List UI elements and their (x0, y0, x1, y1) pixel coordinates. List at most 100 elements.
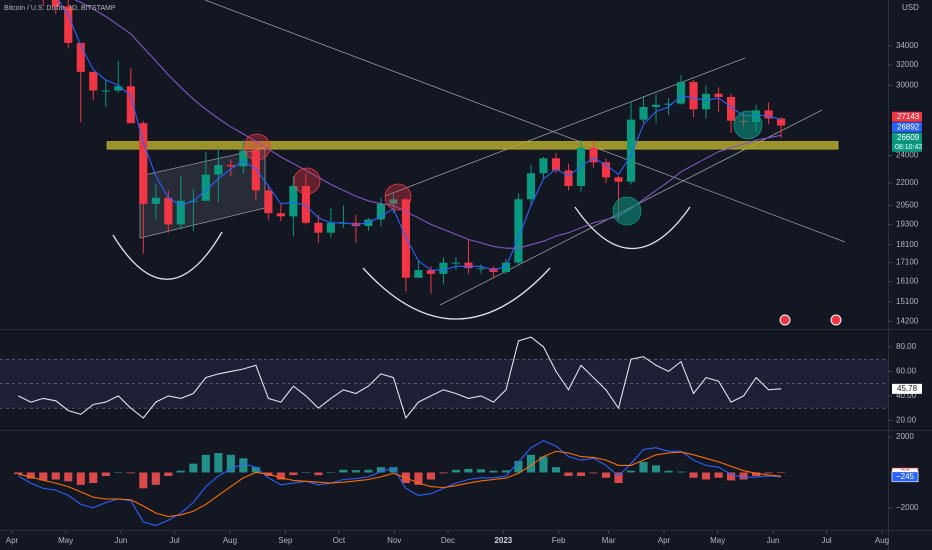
candle-body (726, 97, 736, 121)
candle-body (514, 199, 523, 263)
price-badge (892, 132, 922, 143)
macd-histogram-bar (526, 454, 536, 473)
x-tick-label: Sep (278, 536, 293, 545)
candle-body (151, 197, 160, 204)
x-tick-label: May (58, 536, 73, 545)
macd-histogram-bar (14, 472, 23, 475)
macd-histogram-bar (439, 472, 448, 474)
candle-body (476, 268, 486, 270)
x-tick-label: Jun (114, 536, 127, 545)
macd-histogram-bar (601, 472, 611, 478)
candle-body (139, 123, 148, 204)
candle-body (76, 42, 85, 72)
candle-body (314, 222, 323, 233)
macd-histogram-bar (164, 472, 173, 476)
x-tick-label: Apr (658, 536, 671, 545)
macd-histogram-bar (489, 470, 498, 473)
highlight-circle (733, 110, 763, 140)
macd-histogram-bar (151, 472, 160, 485)
macd-histogram-bar (214, 453, 223, 473)
macd-histogram-bar (651, 465, 661, 473)
candle-body (564, 170, 573, 186)
highlight-circle (384, 183, 412, 211)
macd-histogram-bar (777, 472, 786, 474)
candle-body (289, 185, 298, 217)
macd-histogram-bar (739, 472, 748, 480)
indicator-line (57, 0, 782, 271)
candle-body (551, 158, 561, 171)
candle-body (164, 197, 173, 225)
chart-title: Bitcoin / U.S. Dollar, 1D, BITSTAMP (4, 5, 116, 12)
candle-body (264, 190, 273, 214)
macd-pane (14, 440, 786, 527)
countdown-badge (892, 142, 922, 152)
y-tick-label: 24000 (896, 151, 919, 160)
macd-histogram-bar (126, 472, 135, 474)
y-tick-label: 40.00 (896, 391, 917, 400)
macd-histogram-bar (51, 472, 60, 480)
macd-badge-label: −245 (896, 472, 915, 481)
y-tick-label: 80.00 (896, 342, 917, 351)
arc-drawing (362, 267, 551, 320)
macd-histogram-bar (626, 470, 636, 473)
macd-histogram-bar (364, 469, 373, 473)
event-icon[interactable] (830, 314, 842, 326)
price-badge-label: 26609 (897, 133, 920, 142)
y-tick-label: 20.00 (896, 416, 917, 425)
candle-body (301, 185, 310, 223)
rsi-badge-label: 45.78 (897, 384, 918, 393)
candle-body (689, 82, 698, 110)
macd-histogram-bar (426, 472, 435, 480)
indicator-line (18, 440, 782, 527)
macd-histogram-bar (289, 472, 298, 476)
rsi-pane (0, 336, 888, 420)
macd-histogram-bar (701, 472, 711, 480)
x-tick-label: Nov (387, 536, 401, 545)
y-tick-label: 34000 (896, 41, 919, 50)
macd-histogram-bar (339, 469, 348, 473)
y-tick-label: 14200 (896, 316, 919, 325)
macd-histogram-bar (189, 463, 198, 473)
trend-line (204, 0, 846, 243)
y-tick-label: 19300 (896, 220, 919, 229)
macd-histogram-bar (89, 472, 98, 484)
y-tick-label: 20500 (896, 200, 919, 209)
x-tick-label: Dec (441, 536, 455, 545)
y-tick-label: −2000 (896, 503, 919, 512)
candle-body (589, 147, 598, 163)
arc-drawing (112, 231, 223, 280)
price-overlay (243, 110, 842, 326)
candle-body (464, 262, 473, 269)
macd-histogram-bar (476, 469, 486, 473)
macd-histogram-bar (101, 472, 110, 476)
macd-histogram-bar (689, 472, 698, 478)
price-badge-label: 27143 (897, 112, 920, 121)
macd-histogram-bar (551, 467, 561, 473)
macd-histogram-bar (726, 472, 736, 481)
x-tick-label: May (710, 536, 725, 545)
candle-body (214, 164, 223, 175)
y-tick-label: 30000 (896, 80, 919, 89)
macd-histogram-bar (614, 472, 623, 484)
x-tick-label: Feb (552, 536, 566, 545)
candle-body (101, 90, 110, 92)
macd-histogram-bar (301, 472, 310, 473)
price-badge-label: 26892 (897, 122, 920, 131)
highlight-circle (293, 167, 321, 195)
macd-histogram-bar (26, 472, 35, 479)
candle-body (126, 86, 135, 124)
candle-body (539, 158, 548, 174)
rsi-badge (892, 383, 922, 394)
y-tick-label: 32000 (896, 60, 919, 69)
candle-body (764, 110, 773, 119)
macd-histogram-bar (589, 472, 598, 474)
price-pane (30, 0, 846, 320)
macd-histogram-bar (451, 469, 461, 473)
macd-histogram-bar (39, 472, 48, 481)
macd-histogram-bar (351, 470, 360, 473)
macd-histogram-bar (376, 467, 385, 473)
candle-body (676, 82, 686, 104)
x-tick-label: Mar (602, 536, 616, 545)
candle-body (389, 199, 398, 204)
event-icon[interactable] (779, 314, 791, 326)
